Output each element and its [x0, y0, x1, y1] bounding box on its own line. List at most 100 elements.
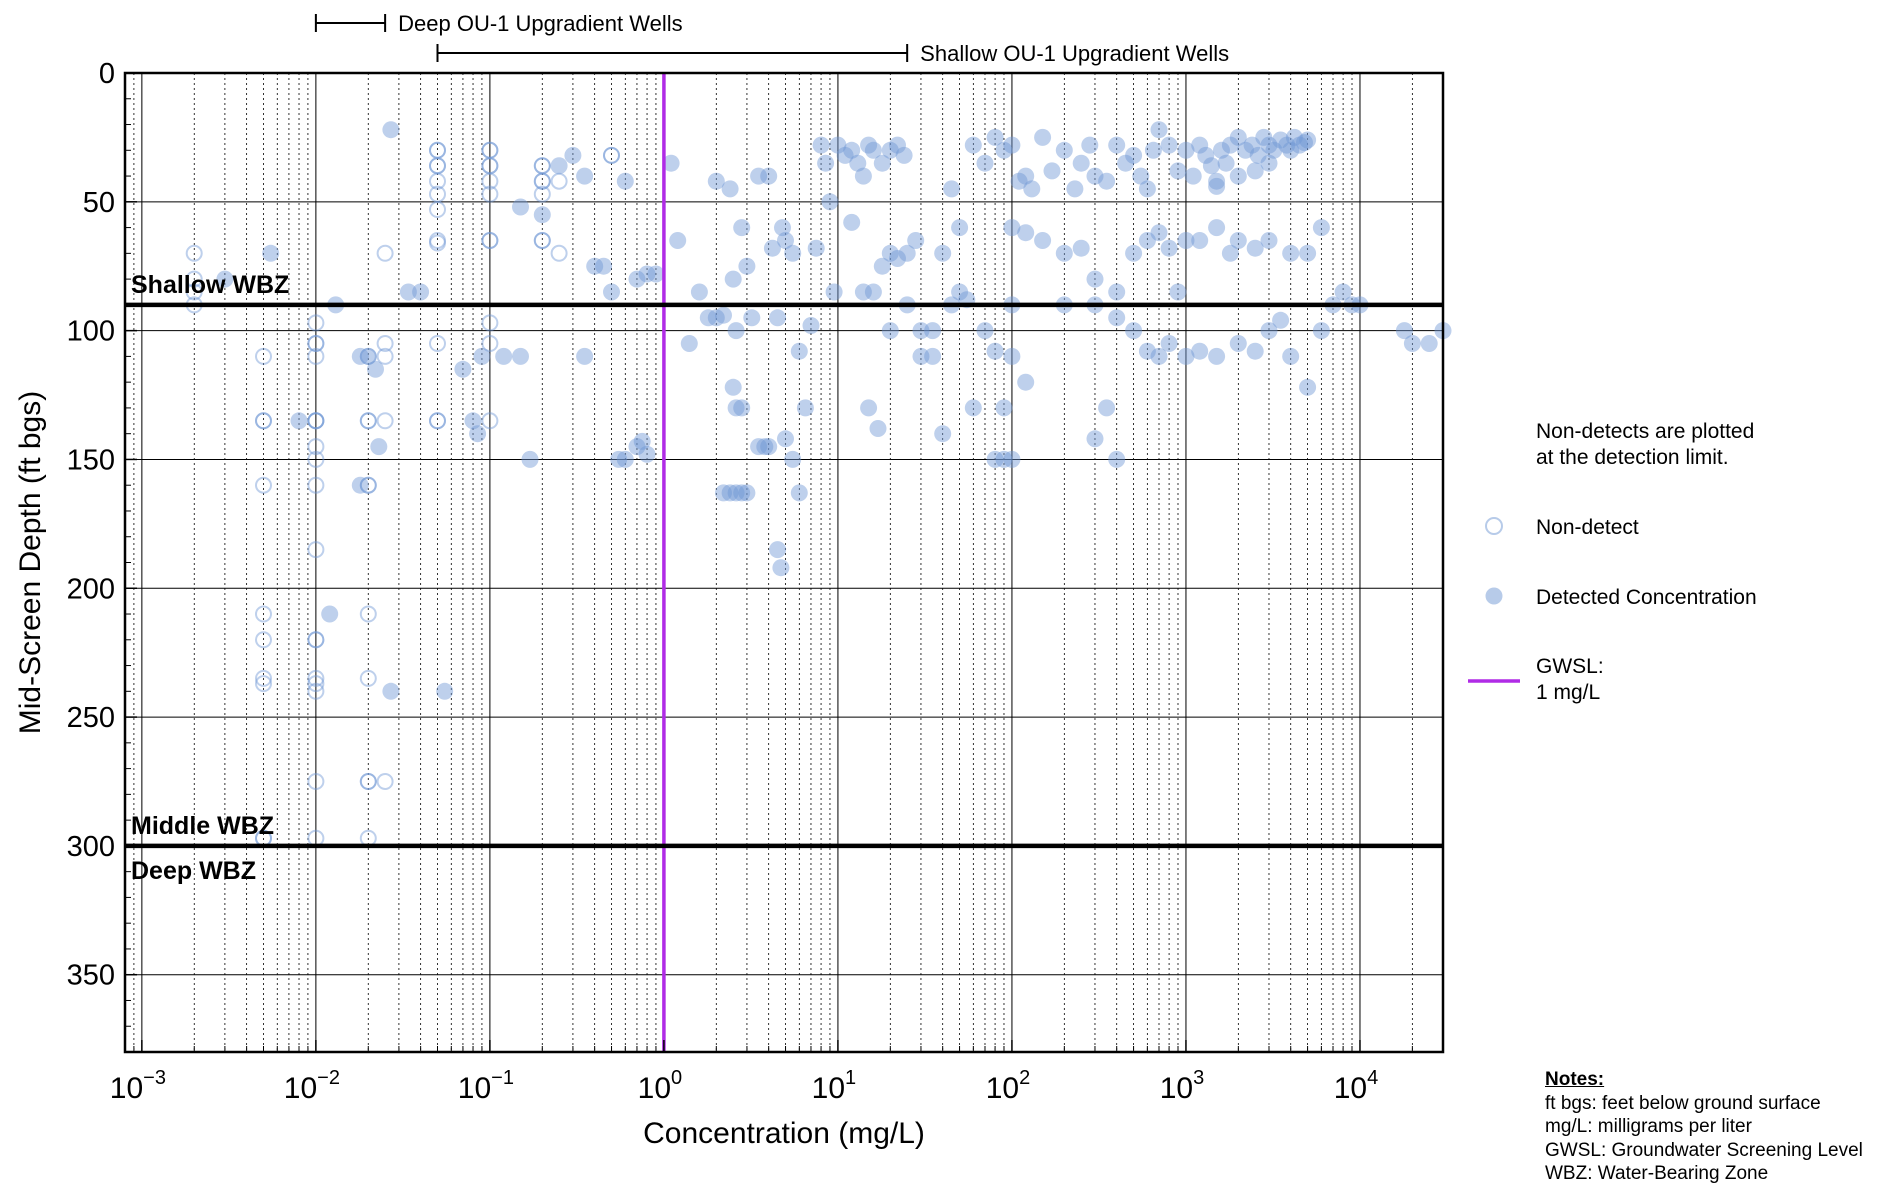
legend-non-detect-label: Non-detect [1536, 516, 1639, 539]
detected-point [777, 430, 794, 448]
y-tick-label: 200 [67, 573, 115, 605]
non-detect-point [429, 157, 446, 175]
detected-point [1237, 141, 1254, 159]
reference-lines-layer [125, 73, 1443, 1052]
non-detect-point [481, 185, 499, 203]
note-line-wbz: WBZ: Water-Bearing Zone [1545, 1163, 1769, 1184]
detected-point [576, 167, 594, 185]
detected-point [1312, 322, 1330, 340]
non-detect-point [255, 347, 272, 365]
y-axis-title: Mid-Screen Depth (ft bgs) [14, 391, 47, 734]
detected-point [1160, 239, 1178, 257]
detected-point [873, 257, 891, 275]
non-detect-point [376, 773, 394, 790]
detected-point [1034, 128, 1052, 146]
detected-point [1191, 232, 1209, 249]
detected-point [843, 213, 861, 231]
non-detect-point [376, 347, 394, 365]
detected-point [1150, 224, 1168, 242]
detected-point [1246, 342, 1264, 360]
detected-point [854, 283, 872, 301]
detected-point [412, 283, 430, 301]
note-line-gwsl: GWSL: Groundwater Screening Level [1545, 1139, 1863, 1161]
non-detect-point [533, 157, 551, 175]
detected-point [724, 378, 742, 396]
detected-point [1197, 146, 1215, 164]
x-tick-label: 10−2 [284, 1067, 340, 1105]
detected-point [912, 322, 930, 340]
detected-point [1184, 167, 1202, 185]
detected-point [382, 121, 400, 139]
detected-point [715, 484, 732, 502]
legend-detected-label: Detected Concentration [1536, 586, 1757, 609]
detected-point [733, 219, 751, 237]
detected-point [351, 476, 369, 494]
non-detect-point [533, 172, 551, 190]
detected-point [1260, 322, 1278, 340]
detected-point [986, 342, 1004, 360]
detected-point [995, 399, 1013, 417]
detected-point [721, 484, 739, 502]
non-detect-point [359, 773, 377, 790]
detected-point [564, 146, 582, 164]
non-detect-point [359, 412, 377, 430]
detected-point [1299, 378, 1317, 396]
detected-point [1229, 128, 1247, 146]
detected-point [777, 232, 794, 249]
detected-point [1108, 450, 1126, 468]
detected-point [1260, 136, 1278, 154]
detected-point [763, 239, 781, 257]
detected-point [1299, 131, 1317, 149]
detected-point [976, 322, 994, 340]
detected-point [995, 450, 1013, 468]
y-tick-label: 100 [67, 316, 115, 348]
detected-point [895, 146, 913, 164]
detected-point [699, 309, 717, 327]
detected-point [1160, 136, 1178, 154]
detected-point [1055, 141, 1073, 159]
detected-point [836, 146, 854, 164]
zone-label: Shallow WBZ [131, 271, 289, 299]
detected-point [262, 244, 280, 262]
detected-point [934, 244, 952, 262]
non-detect-point [429, 335, 446, 352]
detected-point [821, 193, 839, 211]
detected-point [1255, 128, 1273, 146]
detected-point [796, 399, 814, 417]
detected-point [951, 283, 969, 301]
non-detect-point [481, 412, 499, 430]
detected-point [1265, 141, 1283, 159]
detected-point [733, 399, 751, 417]
detected-point [550, 157, 568, 175]
detected-point [1138, 342, 1156, 360]
detected-point [495, 347, 513, 365]
detected-point [964, 136, 982, 154]
detected-point [1003, 347, 1021, 365]
detected-point [790, 342, 808, 360]
detected-point [869, 420, 887, 437]
non-detect-point [481, 232, 499, 249]
non-detect-point [307, 476, 325, 494]
detected-point [881, 322, 899, 340]
non-detect-point [533, 232, 551, 249]
well-range-label: Deep OU-1 Upgradient Wells [398, 11, 683, 36]
detected-point [951, 219, 969, 237]
detected-point [1023, 180, 1041, 198]
detected-point [1177, 141, 1195, 159]
detected-point [1125, 146, 1143, 164]
detected-point [727, 322, 745, 340]
detected-point [1177, 347, 1195, 365]
non-detect-point [429, 234, 446, 252]
non-detect-point [376, 412, 394, 430]
detected-point [1191, 136, 1209, 154]
non-detect-point [533, 172, 551, 190]
detected-point [382, 682, 400, 700]
detected-point [1017, 167, 1035, 185]
non-detect-point [185, 283, 203, 301]
detected-point [1229, 232, 1247, 249]
legend-gwsl-label: GWSL: [1536, 655, 1604, 678]
detected-point [1260, 232, 1278, 249]
detected-point [986, 128, 1004, 146]
non-detect-point [603, 146, 620, 164]
